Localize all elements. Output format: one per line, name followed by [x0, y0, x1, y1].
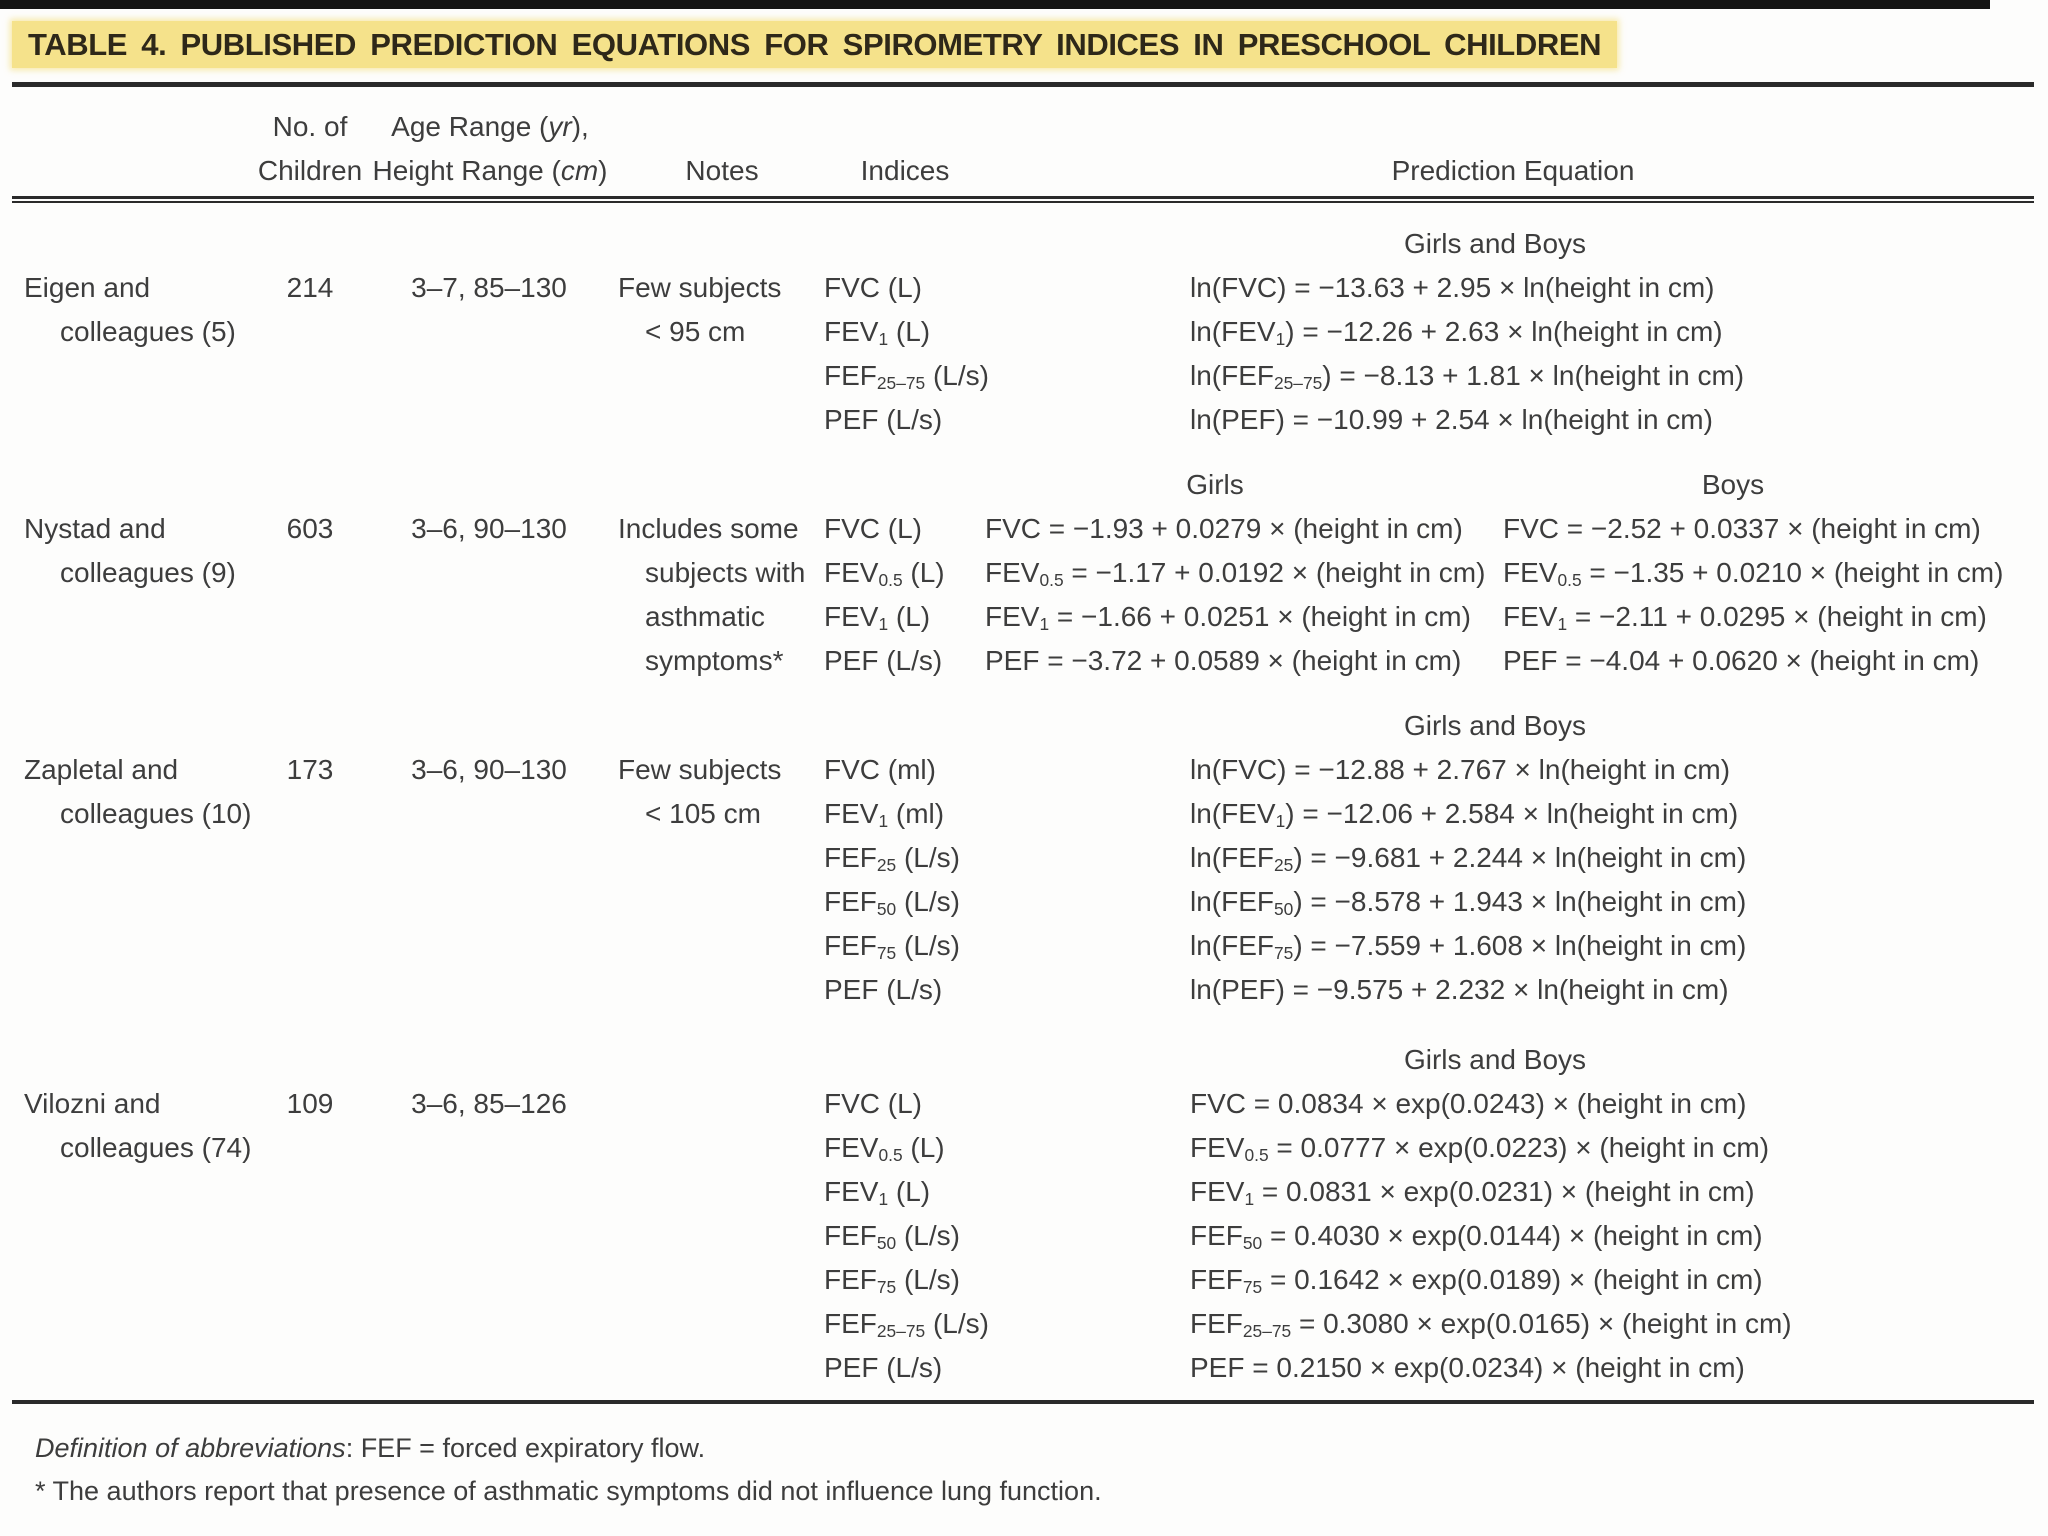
equation-line: ln(FEF75) = −7.559 + 1.608 × ln(height i… — [1190, 930, 1747, 964]
equation-line: FEV0.5 = 0.0777 × exp(0.0223) × (height … — [1190, 1132, 1770, 1166]
equation-line: FEF75 = 0.1642 × exp(0.0189) × (height i… — [1190, 1264, 1763, 1298]
col-header-age-height-range: Age Range (yr), Height Range (cm) — [372, 111, 608, 186]
index-item: FEV0.5 (L) — [824, 1132, 945, 1166]
equation-line: ln(FVC) = −13.63 + 2.95 × ln(height in c… — [1190, 272, 1715, 303]
equation-groups: Girls and Boys ln(FVC) = −13.63 + 2.95 ×… — [985, 222, 2048, 442]
age-height-range: 3–7, 85–130 — [411, 272, 567, 303]
index-item: PEF (L/s) — [824, 1352, 943, 1383]
equation-line: FEV1 = −1.66 + 0.0251 × (height in cm) — [985, 601, 1471, 635]
children-count: 214 — [286, 272, 334, 303]
index-item: FVC (ml) — [824, 754, 936, 785]
age-height-range: 3–6, 85–126 — [411, 1088, 567, 1119]
equation-line: FVC = −1.93 + 0.0279 × (height in cm) — [985, 513, 1463, 544]
group-header: Girls and Boys — [1403, 710, 1587, 741]
equation-line: FEV1 = 0.0831 × exp(0.0231) × (height in… — [1190, 1176, 1755, 1210]
children-count: 109 — [286, 1088, 334, 1119]
study-name: Vilozni and colleagues (74) — [24, 1088, 252, 1163]
index-item: FVC (L) — [824, 272, 922, 303]
equation-line: FEV0.5 = −1.17 + 0.0192 × (height in cm) — [985, 557, 1486, 591]
group-header: Girls — [1186, 469, 1244, 500]
group-header: Girls and Boys — [1403, 228, 1587, 259]
table-title-highlight: TABLE 4. PUBLISHED PREDICTION EQUATIONS … — [12, 21, 1618, 68]
table-title: TABLE 4. PUBLISHED PREDICTION EQUATIONS … — [28, 27, 1602, 62]
index-item: FEF75 (L/s) — [824, 930, 960, 964]
indices-list: FVC (ml) FEV1 (ml) FEF25 (L/s) FEF50 (L/… — [824, 748, 1004, 1012]
col-header-children: No. of Children — [257, 111, 363, 186]
age-height-range: 3–6, 90–130 — [411, 513, 567, 544]
equation-line: ln(FVC) = −12.88 + 2.767 × ln(height in … — [1190, 754, 1731, 785]
equation-line: PEF = −4.04 + 0.0620 × (height in cm) — [1503, 645, 1980, 676]
equation-line: ln(FEV1) = −12.26 + 2.63 × ln(height in … — [1190, 316, 1723, 350]
indices-list: FVC (L) FEV1 (L) FEF25–75 (L/s) PEF (L/s… — [824, 266, 1004, 442]
footnote-abbreviations: Definition of abbreviations: FEF = force… — [35, 1433, 706, 1463]
notes: Few subjects < 95 cm — [618, 272, 782, 347]
equation-group: Girls and Boys ln(FVC) = −12.88 + 2.767 … — [985, 704, 2005, 1012]
index-item: PEF (L/s) — [824, 404, 943, 435]
study-name: Nystad and colleagues (9) — [24, 513, 236, 588]
children-count: 603 — [286, 513, 334, 544]
equation-line: FEF50 = 0.4030 × exp(0.0144) × (height i… — [1190, 1220, 1763, 1254]
equation-line: ln(FEF50) = −8.578 + 1.943 × ln(height i… — [1190, 886, 1747, 920]
group-header: Girls and Boys — [1403, 1044, 1587, 1075]
study-name: Zapletal and colleagues (10) — [24, 754, 252, 829]
index-item: FEF25–75 (L/s) — [824, 1308, 989, 1342]
equation-line: FEV1 = −2.11 + 0.0295 × (height in cm) — [1503, 601, 1987, 635]
equation-line: FEF25–75 = 0.3080 × exp(0.0165) × (heigh… — [1190, 1308, 1792, 1342]
equation-line: PEF = 0.2150 × exp(0.0234) × (height in … — [1190, 1352, 1745, 1383]
equation-line: FVC = 0.0834 × exp(0.0243) × (height in … — [1190, 1088, 1747, 1119]
index-item: FEF25–75 (L/s) — [824, 360, 989, 394]
equation-group-boys: Boys FVC = −2.52 + 0.0337 × (height in c… — [1503, 463, 2004, 683]
rule-below-title — [12, 82, 2034, 87]
notes: Few subjects < 105 cm — [618, 754, 782, 829]
col-header-indices: Indices — [860, 155, 950, 186]
equation-line: ln(PEF) = −10.99 + 2.54 × ln(height in c… — [1190, 404, 1713, 435]
study-name: Eigen and colleagues (5) — [24, 272, 236, 347]
index-item: FEV1 (L) — [824, 316, 931, 350]
rule-below-header-bottom — [12, 201, 2034, 203]
rule-bottom — [12, 1400, 2034, 1404]
table-row-eigen: Eigen and colleagues (5) 214 3–7, 85–130… — [0, 222, 2048, 442]
index-item: FEF75 (L/s) — [824, 1264, 960, 1298]
equation-group: Girls and Boys ln(FVC) = −13.63 + 2.95 ×… — [985, 222, 2005, 442]
index-item: FEV0.5 (L) — [824, 557, 945, 591]
equation-group: Girls and Boys FVC = 0.0834 × exp(0.0243… — [985, 1038, 2005, 1390]
equation-line: ln(FEF25) = −9.681 + 2.244 × ln(height i… — [1190, 842, 1747, 876]
notes: Includes some subjects with asthmatic sy… — [618, 513, 806, 676]
index-item: FEF50 (L/s) — [824, 1220, 960, 1254]
equation-groups: Girls and Boys FVC = 0.0834 × exp(0.0243… — [985, 1038, 2048, 1390]
group-header: Boys — [1701, 469, 1765, 500]
top-black-bar — [0, 0, 1990, 9]
equation-line: ln(PEF) = −9.575 + 2.232 × ln(height in … — [1190, 974, 1729, 1005]
index-item: FEF25 (L/s) — [824, 842, 960, 876]
equation-group-girls: Girls FVC = −1.93 + 0.0279 × (height in … — [985, 463, 1486, 683]
rule-below-header-top — [12, 196, 2034, 199]
index-item: FEV1 (L) — [824, 601, 931, 635]
index-item: FVC (L) — [824, 513, 922, 544]
table-row-nystad: Nystad and colleagues (9) 603 3–6, 90–13… — [0, 463, 2048, 683]
index-item: PEF (L/s) — [824, 645, 943, 676]
index-item: PEF (L/s) — [824, 974, 943, 1005]
col-header-notes: Notes — [685, 155, 759, 186]
indices-list: FVC (L) FEV0.5 (L) FEV1 (L) PEF (L/s) — [824, 507, 1004, 683]
age-height-range: 3–6, 90–130 — [411, 754, 567, 785]
equation-line: PEF = −3.72 + 0.0589 × (height in cm) — [985, 645, 1462, 676]
equation-groups: Girls and Boys ln(FVC) = −12.88 + 2.767 … — [985, 704, 2048, 1012]
equation-line: FEV0.5 = −1.35 + 0.0210 × (height in cm) — [1503, 557, 2004, 591]
equation-line: ln(FEF25–75) = −8.13 + 1.81 × ln(height … — [1190, 360, 1745, 394]
equation-line: ln(FEV1) = −12.06 + 2.584 × ln(height in… — [1190, 798, 1739, 832]
footnote-asterisk: * The authors report that presence of as… — [35, 1476, 1102, 1506]
col-header-prediction-equation: Prediction Equation — [1391, 155, 1635, 186]
table-row-zapletal: Zapletal and colleagues (10) 173 3–6, 90… — [0, 704, 2048, 1012]
index-item: FVC (L) — [824, 1088, 922, 1119]
indices-list: FVC (L) FEV0.5 (L) FEV1 (L) FEF50 (L/s) … — [824, 1082, 1004, 1390]
children-count: 173 — [286, 754, 334, 785]
equation-line: FVC = −2.52 + 0.0337 × (height in cm) — [1503, 513, 1981, 544]
footnotes: Definition of abbreviations: FEF = force… — [35, 1427, 1102, 1513]
index-item: FEV1 (ml) — [824, 798, 945, 832]
index-item: FEV1 (L) — [824, 1176, 931, 1210]
index-item: FEF50 (L/s) — [824, 886, 960, 920]
table-row-vilozni: Vilozni and colleagues (74) 109 3–6, 85–… — [0, 1038, 2048, 1390]
